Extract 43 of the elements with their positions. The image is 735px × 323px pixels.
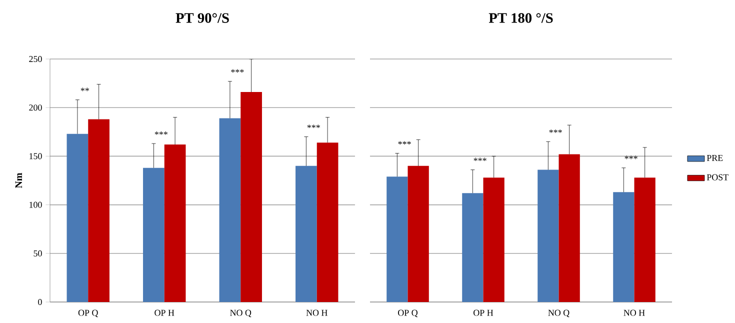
- bar: [634, 178, 656, 302]
- legend-label: PRE: [706, 154, 723, 161]
- x-tick-label: NO H: [306, 310, 328, 316]
- bar: [386, 176, 408, 302]
- x-tick-label: NO H: [624, 310, 645, 316]
- bar: [408, 166, 429, 302]
- bar: [296, 166, 317, 302]
- annotation: ***: [474, 158, 486, 162]
- annotation: ***: [624, 156, 638, 160]
- annotation: ***: [307, 124, 320, 128]
- bar: [164, 144, 186, 302]
- x-tick-label: OP H: [154, 310, 174, 316]
- bar: [538, 170, 559, 302]
- bar: [88, 119, 110, 302]
- bar: [462, 193, 484, 302]
- bar: [613, 192, 634, 302]
- bar: [483, 178, 504, 302]
- annotation: ***: [231, 69, 244, 73]
- x-tick-label: OP Q: [78, 310, 98, 318]
- y-tick-label: 250: [29, 56, 42, 62]
- y-tick-label: 200: [29, 104, 42, 111]
- bar: [143, 168, 164, 302]
- annotation: ***: [398, 141, 411, 145]
- annotation: ***: [154, 132, 168, 135]
- y-tick-label: 0: [38, 298, 42, 306]
- bar: [240, 92, 262, 302]
- bar: [316, 142, 338, 302]
- bar: [66, 134, 88, 302]
- y-tick-label: 150: [30, 153, 42, 160]
- x-tick-label: OP H: [474, 310, 494, 316]
- x-tick-label: NO Q: [230, 310, 252, 318]
- bar: [558, 154, 580, 302]
- y-tick-label: 100: [30, 202, 42, 208]
- chart-title: PT 180 °/S: [488, 13, 553, 23]
- y-axis-title: Nm: [15, 172, 22, 188]
- chart-title: PT 90°/S: [176, 13, 229, 23]
- bar: [219, 118, 241, 302]
- y-tick-label: 50: [34, 250, 42, 256]
- x-tick-label: NO Q: [548, 310, 570, 318]
- annotation: **: [80, 88, 89, 92]
- x-tick-label: OP Q: [398, 310, 418, 318]
- legend-label: POST: [706, 174, 728, 180]
- annotation: ***: [549, 130, 562, 133]
